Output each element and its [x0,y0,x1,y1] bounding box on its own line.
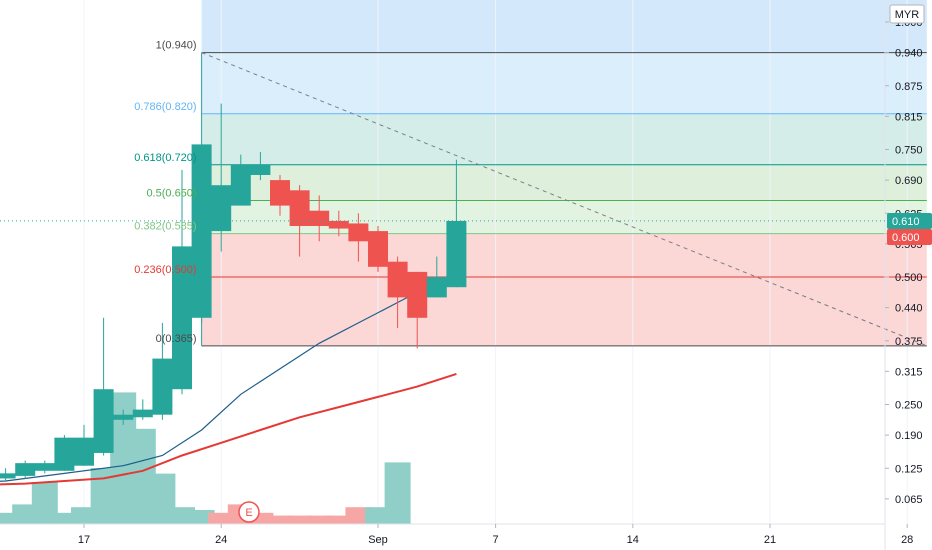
candle-body-21 [387,261,408,298]
fib-zone-2 [201,164,927,201]
candle-body-16 [289,190,310,226]
volume-bar-5 [71,507,97,524]
y-tick-label-9: 0.440 [895,303,923,315]
x-tick-label-1: 24 [215,534,227,546]
y-tick-label-10: 0.375 [895,336,923,348]
fib-label-3: 0.5(0.650) [146,188,196,200]
second-price-badge: 0.600 [887,229,932,245]
volume-bar-19 [345,507,372,524]
candle-body-9 [152,358,173,415]
y-tick-label-13: 0.190 [895,430,923,442]
candle-body-23 [426,277,447,298]
x-tick-label-2: Sep [368,534,388,546]
fib-zone-1 [201,113,927,165]
volume-bar-11 [188,510,215,524]
candle-body-14 [250,164,271,175]
currency-badge-box [889,4,925,24]
fib-label-0: 1(0.940) [156,40,197,52]
x-tick-label-3: 7 [493,534,499,546]
x-tick-label-0: 17 [78,534,90,546]
candle-body-17 [309,210,330,226]
candle-body-22 [407,271,428,318]
earnings-marker-circle [238,501,260,523]
fib-zone-4 [201,233,927,277]
candle-body-8 [132,409,153,418]
candle-body-11 [191,144,212,318]
candle-body-20 [368,231,388,267]
candle-body-19 [348,223,369,242]
volume-bar-1 [0,512,19,524]
fib-label-2: 0.618(0.720) [134,152,196,164]
volume-bar-2 [12,504,39,524]
currency-badge[interactable]: MYR [889,4,925,24]
volume-bar-16 [286,515,313,524]
candle-body-5 [74,437,94,466]
volume-bar-4 [51,512,78,524]
volume-layer [0,392,411,524]
candle-body-12 [211,185,232,232]
y-tick-label-3: 0.815 [895,111,923,123]
fib-line-layer[interactable] [201,52,927,347]
fib-label-layer: 1(0.940) 0.786(0.820) 0.618(0.720) 0.5(0.65… [134,40,196,345]
candle-body-2 [15,463,36,476]
second-price-label: 0.600 [892,232,920,244]
fib-fill-layer [201,0,927,346]
ma-long-line [0,372,457,486]
y-tick-label-14: 0.125 [895,463,923,475]
y-tick-label-1: 0.940 [895,48,923,60]
y-tick-label-4: 0.750 [895,145,923,157]
earnings-marker[interactable]: E [238,501,260,523]
fib-label-6: 0(0.365) [156,333,197,345]
volume-bar-17 [306,515,333,524]
candle-body-4 [54,437,75,471]
fib-trend-line[interactable] [201,52,927,347]
volume-bar-18 [325,515,352,524]
volume-bar-21 [384,462,411,524]
x-tick-label-5: 21 [764,534,776,546]
candle-body-6 [93,389,114,453]
candle-body-18 [328,220,349,229]
y-tick-label-5: 0.690 [895,175,923,187]
earnings-marker-label: E [245,507,252,519]
candle-body-15 [270,180,290,206]
last-price-label: 0.610 [892,216,920,228]
y-tick-label-11: 0.315 [895,366,923,378]
second-price-badge-box [887,229,932,245]
y-tick-label-15: 0.065 [895,494,923,506]
y-tick-label-2: 0.875 [895,81,923,93]
candle-body-24 [446,220,467,288]
volume-bar-10 [169,507,195,524]
volume-bar-12 [208,512,235,524]
last-price-badge-box [887,213,932,229]
candle-body-3 [34,463,55,471]
volume-bar-20 [365,507,391,524]
fib-label-5: 0.236(0.500) [134,264,196,276]
fib-zone-0 [201,52,927,114]
fib-zone-5 [201,277,927,346]
candle-layer [0,103,467,481]
y-tick-label-12: 0.250 [895,400,923,412]
x-tick-label-4: 14 [627,534,639,546]
volume-bar-15 [267,515,293,524]
candle-body-13 [230,164,251,206]
volume-bar-14 [247,512,274,524]
candle-body-10 [172,246,192,390]
y-tick-label-8: 0.500 [895,272,923,284]
fib-label-1: 0.786(0.820) [134,101,196,113]
fib-zone-extension [201,0,927,53]
fib-label-4: 0.382(0.585) [134,221,196,233]
candle-body-7 [113,414,134,420]
candle-body-1 [0,473,16,479]
currency-label: MYR [895,9,920,21]
last-price-badge: 0.610 [887,213,932,229]
x-tick-label-6: 28 [901,534,913,546]
